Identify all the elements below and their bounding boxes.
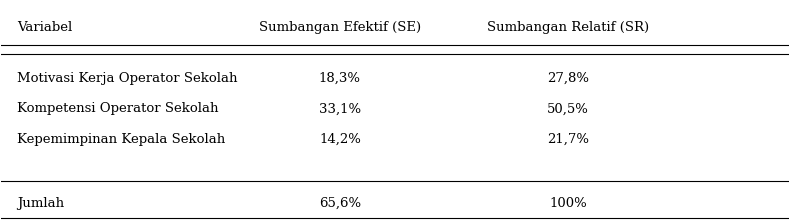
Text: Sumbangan Relatif (SR): Sumbangan Relatif (SR) bbox=[487, 21, 649, 34]
Text: 27,8%: 27,8% bbox=[547, 72, 589, 85]
Text: 33,1%: 33,1% bbox=[319, 102, 361, 115]
Text: Kompetensi Operator Sekolah: Kompetensi Operator Sekolah bbox=[17, 102, 219, 115]
Text: 100%: 100% bbox=[549, 196, 587, 210]
Text: 18,3%: 18,3% bbox=[319, 72, 361, 85]
Text: Kepemimpinan Kepala Sekolah: Kepemimpinan Kepala Sekolah bbox=[17, 133, 225, 146]
Text: 50,5%: 50,5% bbox=[547, 102, 589, 115]
Text: Sumbangan Efektif (SE): Sumbangan Efektif (SE) bbox=[259, 21, 421, 34]
Text: 21,7%: 21,7% bbox=[547, 133, 589, 146]
Text: Jumlah: Jumlah bbox=[17, 196, 64, 210]
Text: Motivasi Kerja Operator Sekolah: Motivasi Kerja Operator Sekolah bbox=[17, 72, 238, 85]
Text: Variabel: Variabel bbox=[17, 21, 73, 34]
Text: 14,2%: 14,2% bbox=[319, 133, 361, 146]
Text: 65,6%: 65,6% bbox=[319, 196, 361, 210]
